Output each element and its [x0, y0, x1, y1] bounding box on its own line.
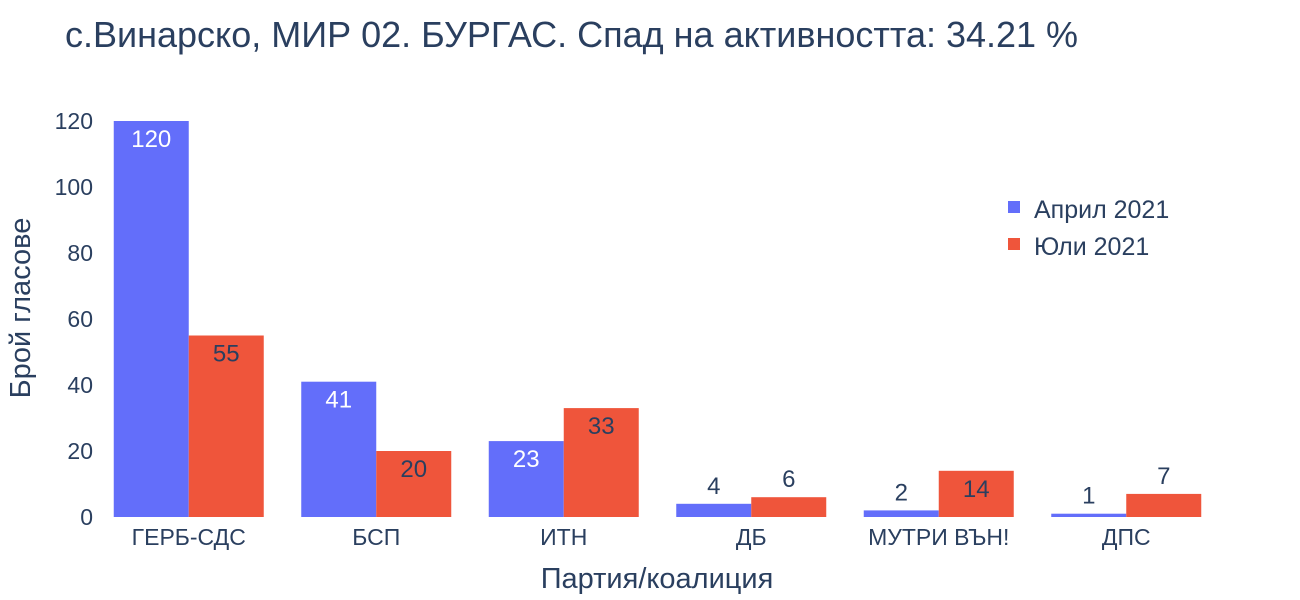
x-axis: ГЕРБ-СДС БСП ИТН ДБ МУТРИ ВЪН! ДПС [132, 524, 1151, 550]
bar-value-label: 20 [400, 456, 427, 483]
bar [1126, 493, 1202, 517]
bar [676, 503, 752, 517]
bar-value-label: 120 [131, 126, 171, 153]
x-tick-label: ГЕРБ-СДС [132, 524, 246, 550]
bar [1051, 513, 1127, 517]
x-axis-title: Партия/коалиция [541, 563, 774, 595]
legend-swatch [1008, 201, 1020, 213]
bar [938, 470, 1014, 517]
x-tick-label: БСП [352, 524, 400, 550]
bar [488, 441, 564, 517]
x-tick-label: МУТРИ ВЪН! [868, 524, 1009, 550]
legend: Април 2021 Юли 2021 [1008, 196, 1169, 261]
bar-value-label: 41 [325, 387, 352, 414]
bar [301, 381, 377, 517]
x-tick-label: ДПС [1102, 524, 1151, 550]
chart-title: с.Винарско, МИР 02. БУРГАС. Спад на акти… [65, 14, 1079, 55]
y-tick-label: 100 [55, 174, 93, 200]
bars-layer: 120 41 23 4 2 1 55 20 33 6 14 7 [113, 121, 1202, 517]
y-tick-label: 80 [67, 240, 93, 266]
x-tick-label: ДБ [736, 524, 767, 550]
bar [188, 335, 264, 517]
bar [751, 497, 827, 517]
y-tick-label: 20 [67, 438, 93, 464]
bar-value-label: 33 [588, 413, 615, 440]
bar-value-label: 1 [1082, 483, 1095, 510]
legend-swatch [1008, 238, 1020, 250]
y-axis-title: Брой гласове [5, 218, 37, 399]
bar-value-label: 14 [963, 476, 990, 503]
bar [863, 510, 939, 517]
legend-item-label: Април 2021 [1034, 196, 1169, 224]
y-axis: 0 20 40 60 80 100 120 [55, 108, 93, 530]
y-tick-label: 120 [55, 108, 93, 134]
bar-value-label: 4 [707, 473, 720, 500]
legend-item-label: Юли 2021 [1034, 233, 1149, 261]
bar-value-label: 6 [782, 466, 795, 493]
bar-value-label: 7 [1157, 463, 1170, 490]
bar-value-label: 2 [895, 479, 908, 506]
x-tick-label: ИТН [540, 524, 587, 550]
y-tick-label: 60 [67, 306, 93, 332]
bar-value-label: 23 [513, 446, 540, 473]
bar [376, 451, 452, 517]
y-tick-label: 0 [80, 504, 93, 530]
y-tick-label: 40 [67, 372, 93, 398]
bar [113, 121, 189, 517]
bar-value-label: 55 [213, 341, 240, 368]
bar [563, 408, 639, 517]
